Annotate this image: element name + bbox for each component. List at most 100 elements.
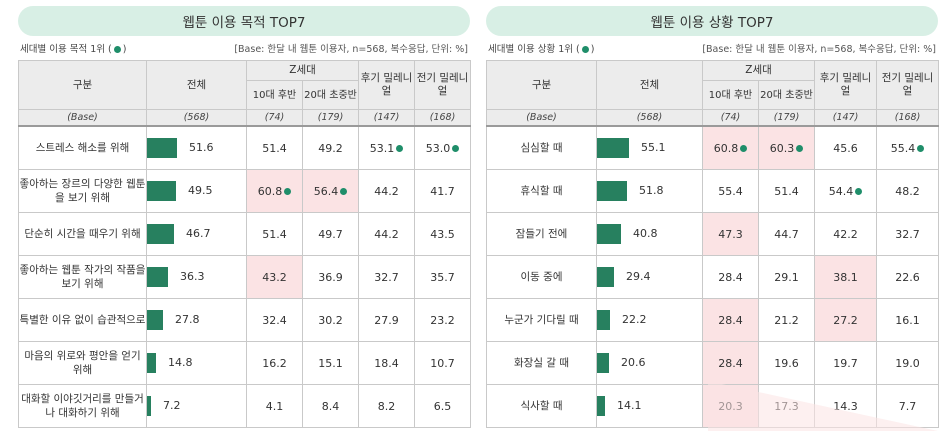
value-cell-c2: 60.3 <box>757 125 816 170</box>
table-row: 대화할 이야깃거리를 만들거나 대화하기 위해 7.2 4.1 8.4 8.2 6.5 <box>18 384 472 428</box>
row-label: 좋아하는 웹툰 작가의 작품을 보기 위해 <box>18 255 147 299</box>
total-bar-cell: 40.8 <box>596 212 703 256</box>
value-cell-c1: 51.4 <box>246 212 303 256</box>
base-c4: (168) <box>876 109 940 127</box>
value-cell-c4: 10.7 <box>414 341 472 385</box>
cell-value: 16.1 <box>895 313 920 327</box>
total-bar-cell: 51.6 <box>146 125 247 170</box>
cell-value: 6.5 <box>433 399 452 413</box>
total-value: 14.8 <box>168 356 193 369</box>
total-bar <box>147 396 151 416</box>
top-rank-dot-icon <box>917 144 925 152</box>
caption-row: 세대별 이용 목적 1위 () [Base: 한달 내 웹툰 이용자, n=56… <box>18 38 470 58</box>
value-cell-c3: 44.2 <box>358 169 416 213</box>
base-note: [Base: 한달 내 웹툰 이용자, n=568, 복수응답, 단위: %] <box>702 44 936 55</box>
base-c1: (74) <box>246 109 303 127</box>
value-cell-c2: 15.1 <box>301 341 360 385</box>
cell-value: 27.2 <box>833 313 858 327</box>
panel-title: 웹툰 이용 상황 TOP7 <box>486 6 938 36</box>
total-bar <box>597 310 610 330</box>
base-c4: (168) <box>414 109 472 127</box>
total-bar-cell: 51.8 <box>596 169 703 213</box>
cell-value: 8.4 <box>321 399 340 413</box>
header-early-millennial: 전기 밀레니얼 <box>876 60 940 110</box>
cell-value: 28.4 <box>718 270 743 284</box>
value-cell-c2: 19.6 <box>757 341 816 385</box>
total-bar-cell: 14.1 <box>596 384 703 428</box>
cell-value: 18.4 <box>374 356 399 370</box>
value-cell-c4: 43.5 <box>414 212 472 256</box>
base-c3: (147) <box>814 109 878 127</box>
total-bar <box>147 224 174 244</box>
total-bar <box>147 138 177 158</box>
total-value: 22.2 <box>622 313 647 326</box>
cell-value: 53.0 <box>425 141 451 155</box>
cell-value: 14.3 <box>833 399 858 413</box>
value-cell-c3: 8.2 <box>358 384 416 428</box>
total-bar-cell: 29.4 <box>596 255 703 299</box>
total-bar <box>597 138 629 158</box>
total-bar-cell: 49.5 <box>146 169 247 213</box>
total-bar-cell: 7.2 <box>146 384 247 428</box>
value-cell-c4: 32.7 <box>876 212 940 256</box>
table-row: 화장실 갈 때 20.6 28.4 19.6 19.7 19.0 <box>486 341 940 385</box>
value-cell-c2: 30.2 <box>301 298 360 342</box>
total-value: 51.8 <box>639 184 664 197</box>
cell-value: 44.2 <box>374 227 399 241</box>
table-row: 심심할 때 55.1 60.8 60.3 45.6 55.4 <box>486 125 940 170</box>
cell-value: 35.7 <box>430 270 455 284</box>
cell-value: 45.6 <box>833 141 858 155</box>
total-value: 20.6 <box>621 356 646 369</box>
base-total: (568) <box>596 109 703 127</box>
table-row: 누군가 기다릴 때 22.2 28.4 21.2 27.2 16.1 <box>486 298 940 342</box>
header-total: 전체 <box>146 60 247 110</box>
situation-panel: 웹툰 이용 상황 TOP7 세대별 이용 상황 1위 () [Base: 한달 … <box>486 6 940 431</box>
cell-value: 41.7 <box>430 184 455 198</box>
cell-value: 8.2 <box>377 399 396 413</box>
base-total: (568) <box>146 109 247 127</box>
header-late-teens: 10대 후반 <box>246 80 303 110</box>
row-label: 스트레스 해소를 위해 <box>18 125 147 170</box>
value-cell-c3: 14.3 <box>814 384 878 428</box>
value-cell-c2: 49.7 <box>301 212 360 256</box>
total-value: 7.2 <box>163 399 181 412</box>
total-bar-cell: 36.3 <box>146 255 247 299</box>
header-early-twenties: 20대 초중반 <box>757 80 816 110</box>
table-row: 특별한 이유 없이 습관적으로 27.8 32.4 30.2 27.9 23.2 <box>18 298 472 342</box>
cell-value: 17.3 <box>774 399 799 413</box>
cell-value: 28.4 <box>718 313 743 327</box>
cell-value: 27.9 <box>374 313 399 327</box>
value-cell-c4: 16.1 <box>876 298 940 342</box>
total-bar <box>597 181 627 201</box>
row-label: 잠들기 전에 <box>486 212 597 256</box>
total-value: 27.8 <box>175 313 200 326</box>
header-late-millennial: 후기 밀레니얼 <box>814 60 878 110</box>
value-cell-c1: 60.8 <box>246 169 303 213</box>
total-bar-cell: 14.8 <box>146 341 247 385</box>
header-genz: Z세대 <box>245 60 360 81</box>
cell-value: 19.0 <box>895 356 920 370</box>
top-rank-dot-icon <box>340 187 348 195</box>
total-bar <box>597 353 609 373</box>
cell-value: 60.8 <box>713 141 739 155</box>
table-row: 마음의 위로와 평안을 얻기 위해 14.8 16.2 15.1 18.4 10.7 <box>18 341 472 385</box>
row-label: 식사할 때 <box>486 384 597 428</box>
cell-value: 48.2 <box>895 184 920 198</box>
total-bar <box>147 267 168 287</box>
caption-row: 세대별 이용 상황 1위 () [Base: 한달 내 웹툰 이용자, n=56… <box>486 38 938 58</box>
cell-value: 4.1 <box>265 399 284 413</box>
top-rank-dot-icon <box>452 144 460 152</box>
total-value: 29.4 <box>626 270 651 283</box>
row-label: 좋아하는 장르의 다양한 웹툰을 보기 위해 <box>18 169 147 213</box>
header-genz: Z세대 <box>701 60 816 81</box>
cell-value: 53.1 <box>369 141 395 155</box>
value-cell-c3: 53.1 <box>358 125 416 170</box>
cell-value: 28.4 <box>718 356 743 370</box>
value-cell-c3: 32.7 <box>358 255 416 299</box>
base-c2: (179) <box>301 109 360 127</box>
value-cell-c4: 19.0 <box>876 341 940 385</box>
cell-value: 42.2 <box>833 227 858 241</box>
value-cell-c1: 28.4 <box>702 298 759 342</box>
total-value: 14.1 <box>617 399 642 412</box>
value-cell-c3: 27.9 <box>358 298 416 342</box>
